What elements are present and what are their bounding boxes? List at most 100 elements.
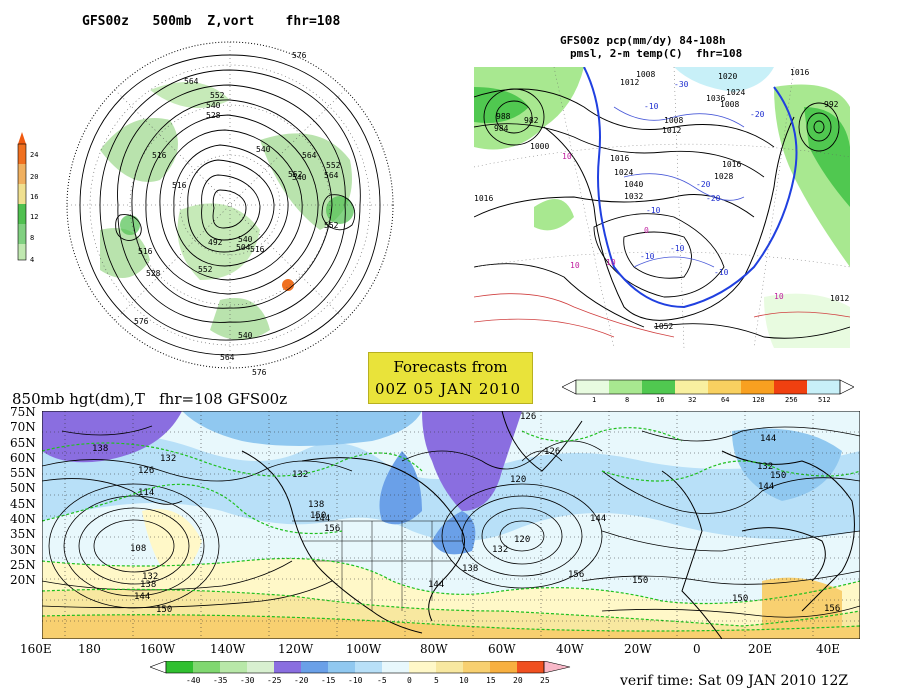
polar-height-label: 552 [326, 161, 341, 170]
lon-label: 60W [488, 642, 516, 656]
precip-scale: 1 8 16 32 64 128 256 512 [562, 379, 854, 404]
polar-height-label: 540 [238, 235, 253, 244]
height-label: 120 [510, 475, 526, 485]
forecast-line1: Forecasts from [393, 358, 508, 376]
temp-scale-label: 15 [486, 676, 496, 685]
lon-label: 180 [78, 642, 101, 656]
polar-height-label: 540 [256, 145, 271, 154]
temp-scale-label: 0 [407, 676, 412, 685]
temp-label: -20 [750, 110, 765, 119]
polar-height-label: 564 [324, 171, 339, 180]
forecast-line2: 00Z 05 JAN 2010 [375, 380, 522, 398]
precip-scale-label: 64 [721, 396, 729, 404]
height-label: 150 [156, 605, 172, 615]
polar-height-label: 552 [198, 265, 213, 274]
temp-scale-label: 5 [434, 676, 439, 685]
height-label: 156 [324, 524, 340, 534]
isobar-label: 1008 [720, 100, 739, 109]
main-panel-title: 850mb hgt(dm),T fhr=108 GFS00z [12, 390, 288, 408]
temp-scale-label: 25 [540, 676, 550, 685]
height-label: 150 [770, 471, 786, 481]
lon-label: 40W [556, 642, 584, 656]
isobar-label: 1016 [722, 160, 741, 169]
precip-scale-label: 256 [785, 396, 798, 404]
polar-height-label: 516 [250, 245, 265, 254]
temp-scale-label: -35 [213, 676, 228, 685]
height-label: 138 [140, 580, 156, 590]
lon-label: 0 [693, 642, 701, 656]
vorticity-scale: 24 20 16 12 8 4 [17, 132, 38, 264]
precip-title-line2: pmsl, 2-m temp(C) fhr=108 [570, 47, 743, 60]
lat-label: 25N [10, 557, 36, 572]
isobar-label: 1052 [654, 322, 673, 331]
height-label: 114 [138, 488, 154, 498]
isobar-label: 1016 [790, 68, 809, 77]
lat-label: 75N [10, 405, 36, 419]
height-label: 144 [428, 580, 444, 590]
lon-label: 120W [278, 642, 314, 656]
isobar-label: 1008 [664, 116, 683, 125]
height-label: 132 [492, 545, 508, 555]
vort-swatch [18, 184, 26, 204]
polar-height-label: 576 [134, 317, 149, 326]
height-label: 150 [632, 576, 648, 586]
polar-height-label: 552 [324, 221, 339, 230]
vort-scale-label: 4 [30, 256, 34, 264]
lat-label: 65N [10, 435, 36, 450]
lat-label: 40N [10, 512, 36, 527]
isobar-label: 984 [494, 124, 509, 133]
isobar-label: 1020 [718, 72, 737, 81]
vort-scale-label: 20 [30, 173, 38, 181]
vort-swatch [18, 164, 26, 184]
vort-swatch [18, 144, 26, 164]
height-label: 156 [568, 570, 584, 580]
isobar-label: 1012 [620, 78, 639, 87]
height-label: 144 [758, 482, 774, 492]
scale-arrow-top [18, 132, 26, 144]
temp-scale-label: -25 [267, 676, 282, 685]
polar-height-label: 492 [208, 238, 223, 247]
polar-height-label: 516 [152, 151, 167, 160]
polar-panel-title: GFS00z 500mb Z,vort fhr=108 [82, 14, 341, 29]
precip-title-line1: GFS00z pcp(mm/dy) 84-108h [560, 34, 726, 47]
temp-label: 10 [606, 258, 616, 267]
lon-label: 40E [816, 642, 841, 656]
height-label: 132 [142, 572, 158, 582]
lat-label: 35N [10, 527, 36, 542]
precip-scale-label: 8 [625, 396, 629, 404]
isobar-label: 1040 [624, 180, 643, 189]
polar-height-label: 576 [292, 51, 307, 60]
polar-height-label: 540 [238, 331, 253, 340]
isobar-label: 1016 [610, 154, 629, 163]
main-850mb-map: 126 138 132 126 114 108 132 138 144 150 … [42, 411, 860, 639]
temperature-scale: -40 -35 -30 -25 -20 -15 -10 -5 0 5 10 15… [150, 661, 571, 685]
precip-pmsl-map: 988 984 982 1000 1012 1008 1016 1016 102… [474, 67, 850, 348]
height-label: 156 [824, 604, 840, 614]
temp-label: -10 [714, 268, 729, 277]
lat-label: 45N [10, 496, 36, 511]
temp-scale-label: -10 [348, 676, 363, 685]
vort-scale-label: 16 [30, 193, 38, 201]
precip-scale-label: 1 [592, 396, 596, 404]
precip-scale-label: 512 [818, 396, 831, 404]
temp-scale-label: -20 [294, 676, 309, 685]
temp-scale-label: -40 [186, 676, 201, 685]
forecast-init-box: Forecasts from 00Z 05 JAN 2010 [368, 352, 533, 404]
height-label: 144 [760, 434, 776, 444]
isobar-label: 1032 [624, 192, 643, 201]
height-label: 126 [544, 447, 560, 457]
lat-label: 20N [10, 573, 36, 588]
lat-label: 70N [10, 420, 36, 435]
temp-label: -20 [706, 194, 721, 203]
temp-label: -10 [646, 206, 661, 215]
isobar-label: 1008 [636, 70, 655, 79]
height-label: 144 [134, 592, 150, 602]
polar-height-label: 516 [172, 181, 187, 190]
vort-swatch [18, 244, 26, 260]
precip-scale-label: 128 [752, 396, 765, 404]
isobar-label: 1016 [474, 194, 493, 203]
isobar-label: 1024 [726, 88, 745, 97]
isobar-label: 1036 [706, 94, 725, 103]
temp-scale-label: -15 [321, 676, 336, 685]
vort-scale-label: 8 [30, 234, 34, 242]
